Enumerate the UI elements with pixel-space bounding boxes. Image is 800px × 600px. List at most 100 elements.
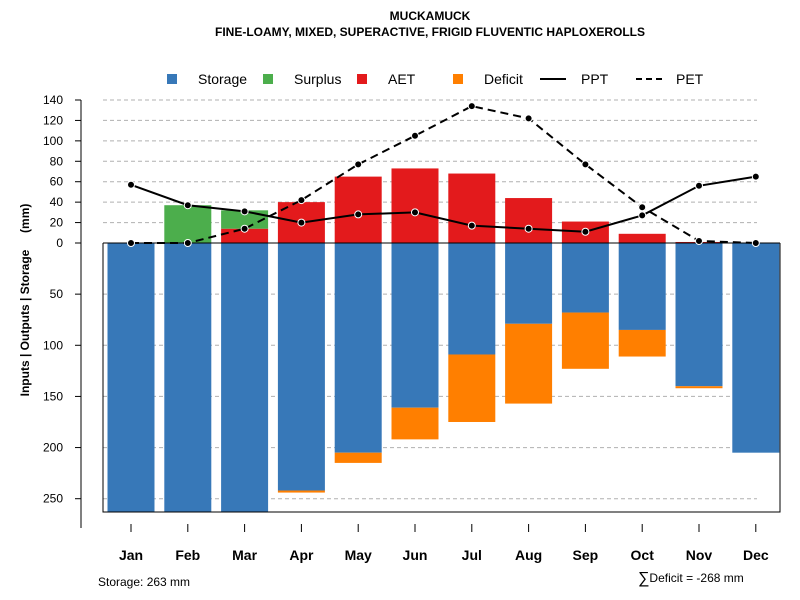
- x-tick-label: Mar: [232, 547, 257, 563]
- storage-bar: [675, 243, 723, 387]
- storage-note: Storage: 263 mm: [98, 575, 191, 589]
- sigma-symbol: ∑: [638, 570, 650, 587]
- ppt-line: [130, 175, 756, 233]
- x-tick-label: Apr: [289, 547, 314, 563]
- deficit-note: ∑Deficit = -268 mm: [638, 569, 744, 587]
- deficit-bar: [561, 312, 609, 369]
- aet-bar: [391, 168, 439, 243]
- legend-pet-line: [636, 78, 662, 80]
- storage-bar: [618, 243, 666, 330]
- x-tick-label: Dec: [743, 547, 769, 563]
- storage-bar: [107, 243, 155, 512]
- legend-ppt-label: PPT: [581, 71, 609, 87]
- ppt-point: [127, 180, 135, 189]
- pet-point: [581, 160, 590, 169]
- storage-bar: [448, 243, 496, 355]
- y-tick-label: 40: [50, 195, 64, 209]
- aet-bar: [448, 173, 496, 243]
- y-tick-label: 0: [56, 236, 63, 250]
- x-tick-label: Aug: [515, 547, 542, 563]
- pet-point: [467, 102, 476, 111]
- aet-bar: [505, 198, 553, 243]
- aet-bar: [221, 228, 269, 243]
- x-tick-label: Jul: [462, 547, 482, 563]
- ppt-point: [183, 201, 192, 210]
- y-tick-label: 140: [43, 93, 63, 107]
- legend-deficit-swatch: [453, 74, 463, 84]
- y-tick-label: 120: [43, 113, 63, 127]
- pet-point: [751, 239, 760, 247]
- y-tick-label: 200: [43, 441, 63, 455]
- y-tick-label: 80: [50, 154, 64, 168]
- surplus-bar: [164, 205, 212, 243]
- pet-point: [695, 236, 703, 245]
- x-tick-label: Oct: [631, 547, 655, 563]
- x-tick-label: Jun: [403, 547, 428, 563]
- deficit-bar: [505, 323, 553, 404]
- y-tick-label: 100: [43, 134, 63, 148]
- legend-ppt-line: [540, 78, 566, 80]
- ppt-point: [411, 208, 419, 217]
- ppt-point: [524, 224, 533, 233]
- aet-bar: [334, 176, 382, 243]
- storage-bar: [391, 243, 439, 408]
- pet-point: [240, 224, 249, 233]
- x-tick-label: May: [345, 547, 372, 563]
- deficit-bar: [334, 452, 382, 463]
- plot-box: [102, 243, 781, 513]
- chart-subtitle: FINE-LOAMY, MIXED, SUPERACTIVE, FRIGID F…: [214, 25, 646, 39]
- y-axis-label: Inputs | Outputs | Storage (mm): [18, 204, 32, 397]
- storage-bar: [277, 243, 325, 491]
- pet-point: [638, 203, 647, 212]
- y-tick-label: 60: [50, 175, 64, 189]
- pet-point: [524, 114, 533, 123]
- ppt-point: [297, 218, 306, 227]
- ppt-point: [695, 181, 703, 190]
- legend-deficit-label: Deficit: [484, 71, 523, 87]
- pet-line: [131, 105, 756, 244]
- storage-bar: [505, 243, 553, 324]
- storage-bar: [561, 243, 609, 313]
- legend-pet-label: PET: [676, 71, 704, 87]
- aet-bar: [618, 233, 666, 243]
- plot-frame: [102, 242, 781, 513]
- deficit-bar: [277, 490, 325, 493]
- ppt-point: [638, 211, 647, 220]
- x-tick-label: Sep: [573, 547, 599, 563]
- pet-point: [127, 239, 135, 247]
- storage-bar: [334, 243, 382, 453]
- x-tick-label: Nov: [686, 547, 713, 563]
- y-tick-label: 250: [43, 492, 63, 506]
- ppt-point: [581, 227, 590, 236]
- gridlines: [103, 99, 757, 500]
- storage-bar: [164, 243, 212, 512]
- storage-bar: [221, 243, 269, 512]
- surplus-bar: [221, 210, 269, 229]
- ppt-point: [467, 221, 476, 230]
- legend-surplus-swatch: [263, 74, 273, 84]
- legend-aet-swatch: [357, 74, 367, 84]
- legend-storage-swatch: [167, 74, 177, 84]
- series-lines: [127, 102, 760, 247]
- ppt-point: [751, 172, 760, 181]
- y-tick-label: 100: [43, 338, 63, 352]
- deficit-bar: [675, 386, 723, 389]
- pet-point: [297, 196, 306, 205]
- pet-point: [411, 131, 419, 140]
- x-tick-label: Feb: [175, 547, 200, 563]
- pet-point: [354, 160, 363, 169]
- storage-bar: [732, 243, 780, 453]
- legend-aet-label: AET: [388, 71, 416, 87]
- chart-title: MUCKAMUCK: [389, 9, 471, 23]
- y-tick-label: 50: [50, 287, 64, 301]
- y-tick-label: 150: [43, 389, 63, 403]
- deficit-bar: [391, 407, 439, 440]
- deficit-bar: [448, 354, 496, 422]
- ppt-point: [240, 207, 249, 216]
- legend-storage-label: Storage: [198, 71, 248, 87]
- deficit-note-text: Deficit = -268 mm: [649, 571, 744, 585]
- x-tick-label: Jan: [119, 547, 143, 563]
- deficit-bar: [618, 329, 666, 357]
